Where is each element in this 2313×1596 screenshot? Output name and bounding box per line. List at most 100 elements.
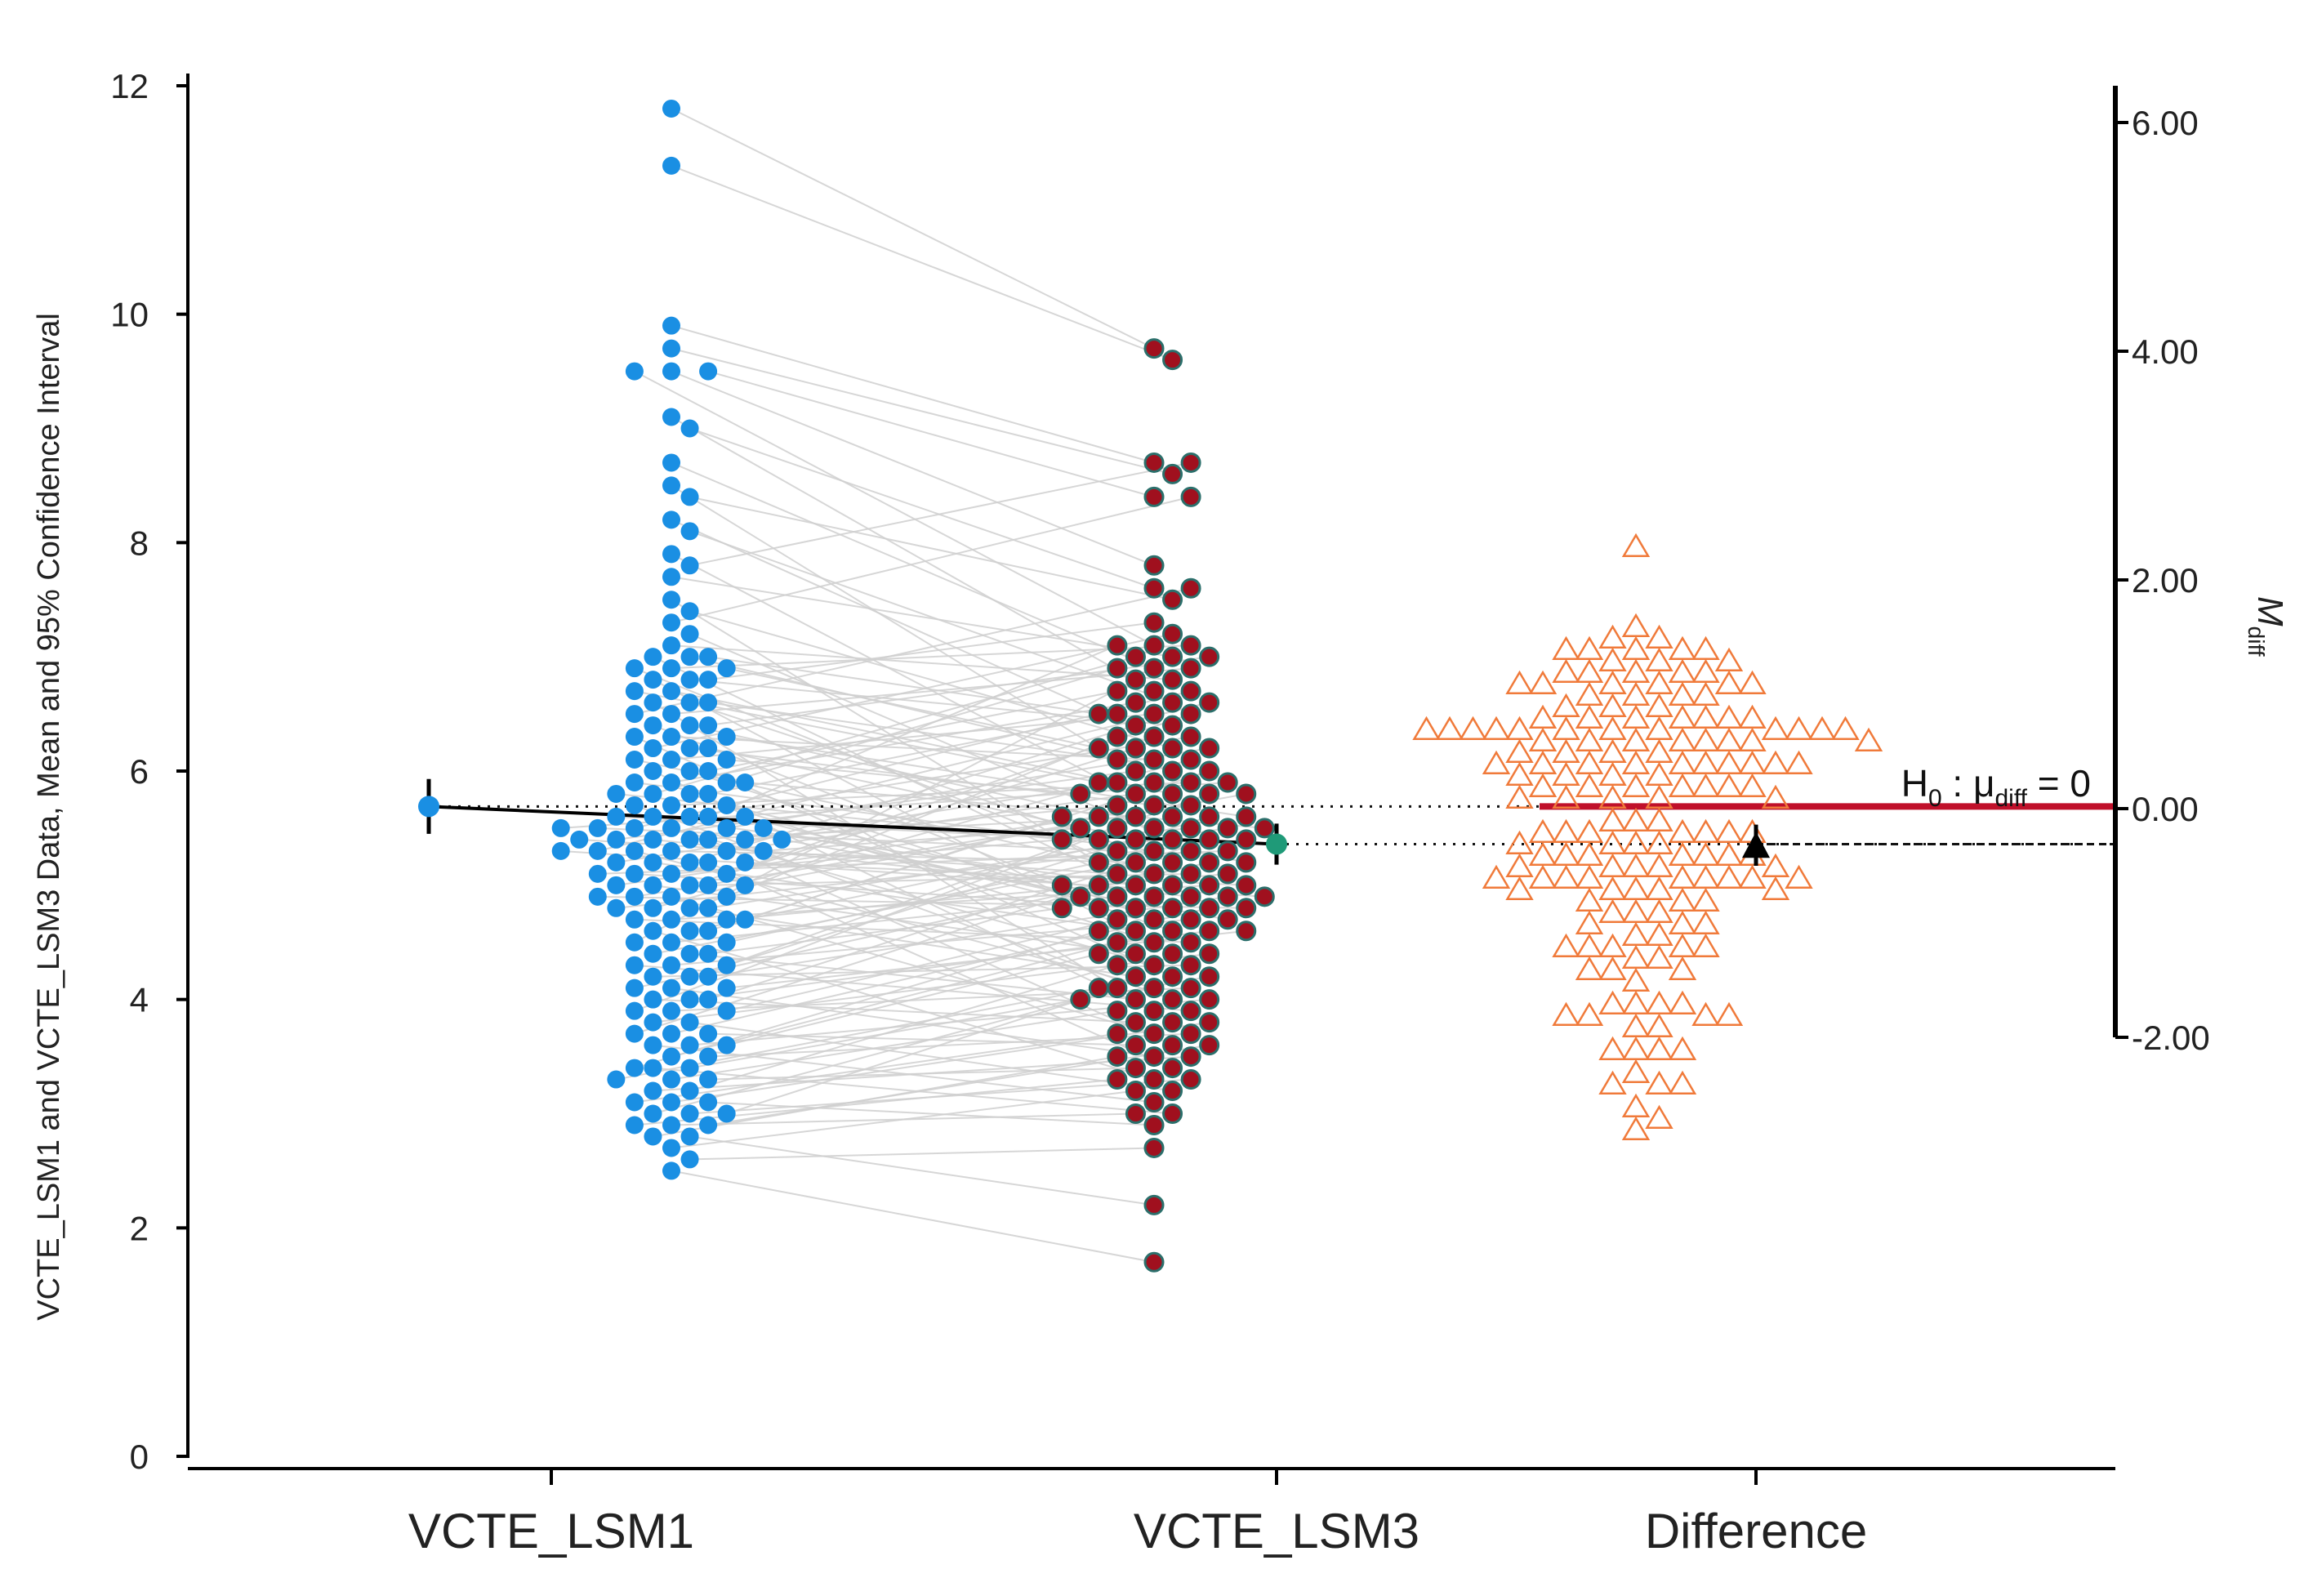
vcte-lsm3-point bbox=[1180, 658, 1201, 679]
vcte-lsm3-point bbox=[1107, 635, 1128, 656]
pair-line bbox=[707, 702, 1118, 761]
difference-point bbox=[1598, 990, 1627, 1014]
vcte-lsm3-point bbox=[1180, 635, 1201, 656]
vcte-lsm3-point bbox=[1180, 703, 1201, 724]
vcte-lsm3-point bbox=[1236, 806, 1257, 827]
difference-point bbox=[1668, 750, 1697, 774]
vcte-lsm1-point bbox=[625, 1093, 644, 1112]
vcte-lsm3-point bbox=[1217, 886, 1238, 907]
vcte-lsm1-point bbox=[662, 933, 680, 952]
difference-point bbox=[1528, 727, 1558, 751]
difference-point bbox=[1645, 647, 1673, 671]
difference-point bbox=[1621, 944, 1651, 969]
difference-point bbox=[1691, 887, 1720, 912]
pair-line bbox=[597, 827, 1117, 852]
vcte-lsm3-point bbox=[1236, 829, 1257, 850]
difference-point bbox=[1598, 876, 1627, 900]
difference-point bbox=[1528, 750, 1558, 774]
vcte-lsm3-point bbox=[1217, 863, 1238, 885]
vcte-lsm3-point bbox=[1162, 829, 1183, 850]
vcte-lsm1-point bbox=[644, 1127, 662, 1146]
vcte-lsm1-point bbox=[680, 1104, 699, 1123]
difference-point bbox=[1645, 1013, 1673, 1037]
vcte-lsm1-point bbox=[662, 1116, 680, 1135]
pair-line bbox=[689, 610, 1173, 749]
vcte-lsm1-point bbox=[662, 728, 680, 747]
vcte-lsm3-point bbox=[1162, 783, 1183, 805]
vcte-lsm3-point bbox=[1125, 715, 1146, 736]
vcte-lsm1-point bbox=[625, 682, 644, 701]
difference-point bbox=[1831, 716, 1860, 740]
vcte-lsm3-point bbox=[1088, 943, 1109, 965]
difference-point bbox=[1691, 773, 1720, 797]
pair-line bbox=[653, 998, 1081, 1115]
vcte-lsm3-point bbox=[1217, 909, 1238, 930]
vcte-lsm3-point bbox=[1107, 658, 1128, 679]
pair-line bbox=[671, 416, 1155, 692]
vcte-lsm1-point bbox=[644, 671, 662, 689]
y-tick-label: 6 bbox=[130, 752, 149, 791]
difference-point bbox=[1691, 841, 1720, 866]
vcte-lsm1-point bbox=[680, 807, 699, 826]
vcte-lsm3-point bbox=[1180, 486, 1201, 507]
difference-point bbox=[1668, 704, 1697, 729]
vcte-lsm1-point bbox=[662, 979, 680, 997]
vcte-lsm1-point bbox=[680, 1013, 699, 1032]
vcte-lsm1-point bbox=[717, 659, 736, 678]
difference-point bbox=[1528, 864, 1558, 889]
pair-line bbox=[671, 576, 1173, 658]
difference-point bbox=[1645, 898, 1673, 923]
vcte-lsm3-point bbox=[1125, 989, 1146, 1010]
vcte-lsm1-point bbox=[625, 933, 644, 952]
vcte-lsm3-point bbox=[1180, 863, 1201, 885]
vcte-lsm1-point bbox=[625, 979, 644, 997]
vcte-lsm3-point bbox=[1162, 1012, 1183, 1033]
difference-point bbox=[1691, 635, 1720, 660]
vcte-lsm3-point bbox=[1143, 978, 1165, 999]
difference-point bbox=[1691, 658, 1720, 683]
vcte-lsm1-point bbox=[644, 784, 662, 803]
pair-line bbox=[671, 108, 1155, 350]
difference-point bbox=[1482, 750, 1511, 774]
difference-point bbox=[1552, 658, 1580, 683]
difference-point bbox=[1621, 1036, 1651, 1060]
pair-line bbox=[634, 1032, 1118, 1103]
vcte-lsm1-point bbox=[680, 693, 699, 712]
pair-line bbox=[671, 702, 1136, 783]
difference-point bbox=[1691, 864, 1720, 889]
vcte-lsm3-point bbox=[1162, 646, 1183, 667]
vcte-lsm3-point bbox=[1162, 463, 1183, 484]
difference-point bbox=[1575, 773, 1604, 797]
difference-point bbox=[1575, 956, 1604, 980]
difference-point bbox=[1598, 761, 1627, 786]
difference-point bbox=[1621, 727, 1651, 751]
vcte-lsm1-point bbox=[625, 864, 644, 883]
vcte-lsm1-point bbox=[662, 864, 680, 883]
vcte-lsm3-point bbox=[1143, 955, 1165, 976]
difference-point bbox=[1575, 910, 1604, 934]
vcte-lsm1-point bbox=[680, 1150, 699, 1169]
difference-point bbox=[1575, 635, 1604, 660]
difference-point bbox=[1575, 933, 1604, 957]
difference-point bbox=[1505, 716, 1534, 740]
vcte-lsm3-point bbox=[1143, 795, 1165, 816]
vcte-lsm1-point bbox=[699, 693, 718, 712]
vcte-lsm3-point bbox=[1088, 898, 1109, 919]
pair-line bbox=[707, 907, 1063, 955]
vcte-lsm3-point bbox=[1199, 1035, 1220, 1056]
vcte-lsm3-point bbox=[1199, 1012, 1220, 1033]
vcte-lsm3-point bbox=[1143, 909, 1165, 930]
vcte-lsm1-point bbox=[662, 887, 680, 906]
vcte-lsm1-point bbox=[662, 156, 680, 175]
difference-point bbox=[1645, 670, 1673, 694]
vcte-lsm3-point bbox=[1199, 966, 1220, 987]
pair-line bbox=[671, 667, 1192, 716]
vcte-lsm1-point bbox=[699, 1116, 718, 1135]
vcte-lsm3-point bbox=[1125, 1103, 1146, 1124]
vcte-lsm3-point bbox=[1180, 1046, 1201, 1068]
difference-point bbox=[1552, 716, 1580, 740]
vcte-lsm1-point bbox=[680, 419, 699, 438]
y2-tick-label: 2.00 bbox=[2132, 561, 2199, 600]
difference-point bbox=[1645, 693, 1673, 717]
vcte-lsm3-point bbox=[1143, 840, 1165, 862]
